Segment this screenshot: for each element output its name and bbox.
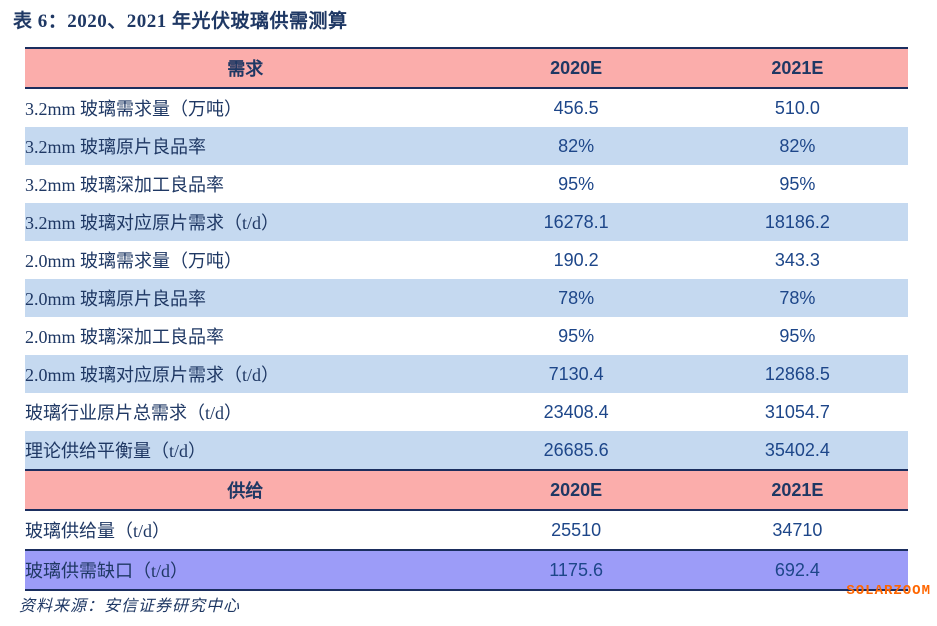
table-title: 表 6：2020、2021 年光伏玻璃供需测算 xyxy=(13,11,348,32)
row-value: 692.4 xyxy=(686,549,908,591)
section-header-label: 供给 xyxy=(25,469,466,511)
row-label: 3.2mm 玻璃对应原片需求（t/d） xyxy=(25,213,280,233)
row-value: 12868.5 xyxy=(764,363,830,384)
table-row: 3.2mm 玻璃原片良品率 82% 82% xyxy=(25,127,908,165)
row-label: 玻璃供给量（t/d） xyxy=(25,521,171,541)
solarzoom-watermark: SOLARZOOM xyxy=(846,583,931,599)
column-header: 2020E xyxy=(465,47,687,89)
table-row: 理论供给平衡量（t/d） 26685.6 35402.4 xyxy=(25,431,908,470)
row-value: 190.2 xyxy=(553,249,599,270)
row-value: 456.5 xyxy=(553,97,599,118)
row-value: 82% xyxy=(558,135,595,156)
row-value: 18186.2 xyxy=(764,211,830,232)
row-label: 理论供给平衡量（t/d） xyxy=(25,441,207,461)
row-value: 7130.4 xyxy=(548,363,604,384)
row-value: 82% xyxy=(779,135,816,156)
table-body: 需求 2020E 2021E 3.2mm 玻璃需求量（万吨） 456.5 510.0 3.2… xyxy=(25,47,908,591)
row-label: 玻璃行业原片总需求（t/d） xyxy=(25,403,243,423)
table-row: 3.2mm 玻璃需求量（万吨） 456.5 510.0 xyxy=(25,88,908,127)
row-label: 2.0mm 玻璃深加工良品率 xyxy=(25,327,225,347)
section-header-row: 需求 2020E 2021E xyxy=(25,47,908,89)
row-value: 95% xyxy=(558,173,595,194)
table-row: 2.0mm 玻璃需求量（万吨） 190.2 343.3 xyxy=(25,241,908,279)
row-label: 2.0mm 玻璃原片良品率 xyxy=(25,289,207,309)
row-value: 510.0 xyxy=(774,97,820,118)
column-header: 2021E xyxy=(686,469,908,511)
row-value: 31054.7 xyxy=(764,401,830,422)
row-value: 35402.4 xyxy=(764,439,830,460)
row-value: 95% xyxy=(779,325,816,346)
table-row: 2.0mm 玻璃原片良品率 78% 78% xyxy=(25,279,908,317)
table-row: 玻璃供需缺口（t/d） 1175.6 692.4 xyxy=(25,549,908,591)
column-header: 2021E xyxy=(686,47,908,89)
row-label: 玻璃供需缺口（t/d） xyxy=(25,549,466,591)
table-row: 玻璃供给量（t/d） 25510 34710 xyxy=(25,510,908,550)
row-label: 2.0mm 玻璃对应原片需求（t/d） xyxy=(25,365,280,385)
table-row: 3.2mm 玻璃对应原片需求（t/d） 16278.1 18186.2 xyxy=(25,203,908,241)
row-value: 1175.6 xyxy=(465,549,687,591)
column-header: 2020E xyxy=(465,469,687,511)
row-label: 3.2mm 玻璃深加工良品率 xyxy=(25,175,225,195)
table-row: 3.2mm 玻璃深加工良品率 95% 95% xyxy=(25,165,908,203)
table-row: 玻璃行业原片总需求（t/d） 23408.4 31054.7 xyxy=(25,393,908,431)
table-row: 2.0mm 玻璃对应原片需求（t/d） 7130.4 12868.5 xyxy=(25,355,908,393)
row-value: 16278.1 xyxy=(543,211,609,232)
row-value: 78% xyxy=(558,287,595,308)
row-value: 34710 xyxy=(772,519,823,540)
row-label: 2.0mm 玻璃需求量（万吨） xyxy=(25,251,243,271)
row-value: 23408.4 xyxy=(543,401,609,422)
row-value: 95% xyxy=(779,173,816,194)
supply-demand-table: 需求 2020E 2021E 3.2mm 玻璃需求量（万吨） 456.5 510.0 3.2… xyxy=(25,47,908,591)
row-value: 95% xyxy=(558,325,595,346)
row-value: 25510 xyxy=(551,519,602,540)
section-header-row: 供给 2020E 2021E xyxy=(25,469,908,511)
row-label: 3.2mm 玻璃需求量（万吨） xyxy=(25,99,243,119)
section-header-label: 需求 xyxy=(25,47,466,89)
row-value: 26685.6 xyxy=(543,439,609,460)
row-value: 78% xyxy=(779,287,816,308)
table-row: 2.0mm 玻璃深加工良品率 95% 95% xyxy=(25,317,908,355)
row-value: 343.3 xyxy=(774,249,820,270)
row-label: 3.2mm 玻璃原片良品率 xyxy=(25,137,207,157)
source-note: 资料来源：安信证券研究中心 xyxy=(19,598,241,615)
